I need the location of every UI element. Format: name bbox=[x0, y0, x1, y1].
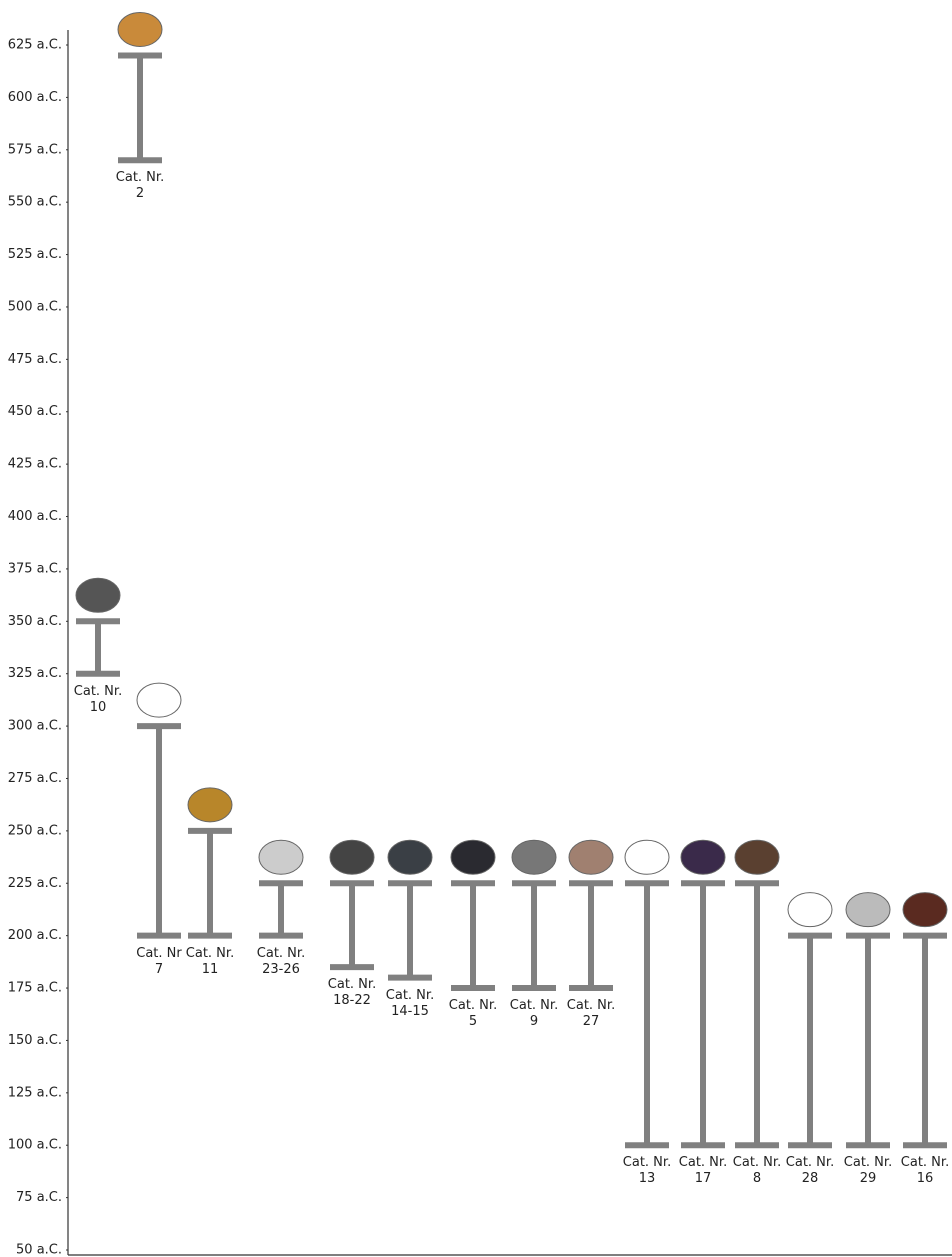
category-label: Cat. Nr. 8 bbox=[732, 1155, 782, 1187]
y-tick-label: 75 a.C. bbox=[16, 1190, 62, 1205]
seal-image bbox=[329, 839, 375, 875]
category-label: Cat. Nr. 23-26 bbox=[256, 945, 306, 977]
y-tick-label: 550 a.C. bbox=[8, 195, 62, 210]
seal-image bbox=[117, 11, 163, 47]
y-tick-label: 250 a.C. bbox=[8, 823, 62, 838]
y-tick-label: 475 a.C. bbox=[8, 352, 62, 367]
y-tick-label: 225 a.C. bbox=[8, 876, 62, 891]
y-tick-label: 425 a.C. bbox=[8, 457, 62, 472]
y-tick-label: 100 a.C. bbox=[8, 1138, 62, 1153]
seal-image bbox=[787, 892, 833, 928]
category-label: Cat. Nr. 29 bbox=[843, 1155, 893, 1187]
y-tick-label: 325 a.C. bbox=[8, 666, 62, 681]
seal-image bbox=[624, 839, 670, 875]
category-label: Cat. Nr. 5 bbox=[448, 998, 498, 1030]
seal-image bbox=[187, 787, 233, 823]
category-label: Cat. Nr 7 bbox=[136, 945, 182, 977]
category-label: Cat. Nr. 14-15 bbox=[385, 987, 435, 1019]
category-label: Cat. Nr. 10 bbox=[73, 683, 123, 715]
y-tick-label: 175 a.C. bbox=[8, 981, 62, 996]
seal-image bbox=[136, 682, 182, 718]
seal-image bbox=[680, 839, 726, 875]
y-tick-label: 275 a.C. bbox=[8, 771, 62, 786]
y-tick-label: 350 a.C. bbox=[8, 614, 62, 629]
y-tick-label: 500 a.C. bbox=[8, 299, 62, 314]
y-tick-label: 575 a.C. bbox=[8, 142, 62, 157]
y-tick-label: 50 a.C. bbox=[16, 1243, 62, 1257]
y-tick-label: 375 a.C. bbox=[8, 561, 62, 576]
category-label: Cat. Nr. 9 bbox=[509, 998, 559, 1030]
y-tick-label: 450 a.C. bbox=[8, 404, 62, 419]
category-label: Cat. Nr. 13 bbox=[622, 1155, 672, 1187]
category-label: Cat. Nr. 18-22 bbox=[327, 977, 377, 1009]
y-tick-label: 525 a.C. bbox=[8, 247, 62, 262]
y-tick-label: 400 a.C. bbox=[8, 509, 62, 524]
category-label: Cat. Nr. 16 bbox=[900, 1155, 950, 1187]
seal-image bbox=[845, 892, 891, 928]
category-label: Cat. Nr. 11 bbox=[185, 945, 235, 977]
y-tick-label: 625 a.C. bbox=[8, 38, 62, 53]
seal-image bbox=[387, 839, 433, 875]
seal-image bbox=[450, 839, 496, 875]
y-tick-label: 150 a.C. bbox=[8, 1033, 62, 1048]
category-label: Cat. Nr. 27 bbox=[566, 998, 616, 1030]
category-label: Cat. Nr. 28 bbox=[785, 1155, 835, 1187]
seal-image bbox=[75, 577, 121, 613]
seal-image bbox=[902, 892, 948, 928]
y-tick-label: 125 a.C. bbox=[8, 1085, 62, 1100]
seal-image bbox=[734, 839, 780, 875]
seal-image bbox=[568, 839, 614, 875]
y-tick-label: 200 a.C. bbox=[8, 928, 62, 943]
y-tick-label: 300 a.C. bbox=[8, 719, 62, 734]
category-label: Cat. Nr. 17 bbox=[678, 1155, 728, 1187]
seal-image bbox=[258, 839, 304, 875]
category-label: Cat. Nr. 2 bbox=[115, 170, 165, 202]
seal-image bbox=[511, 839, 557, 875]
y-tick-label: 600 a.C. bbox=[8, 90, 62, 105]
